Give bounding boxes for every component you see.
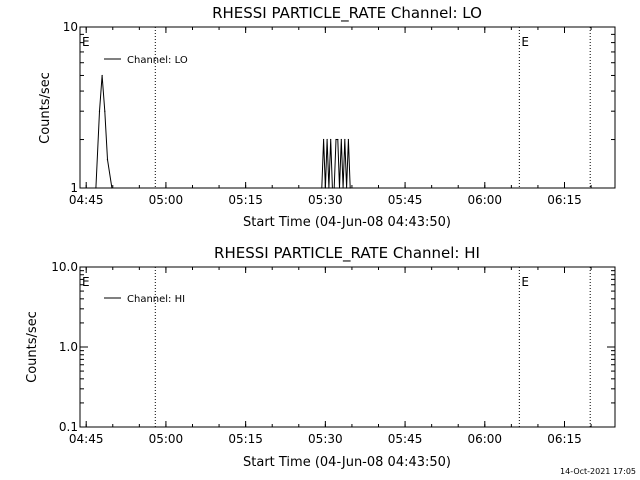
event-marker-label: E — [82, 35, 90, 49]
x-tick-label: 05:45 — [388, 432, 423, 446]
data-point — [349, 187, 351, 189]
chart-title: RHESSI PARTICLE_RATE Channel: LO — [212, 4, 482, 23]
data-point — [335, 138, 337, 141]
x-tick-label: 06:15 — [547, 193, 582, 207]
data-point — [342, 187, 344, 189]
x-tick-label: 04:45 — [69, 193, 104, 207]
data-point — [324, 187, 326, 189]
chart-title: RHESSI PARTICLE_RATE Channel: HI — [214, 244, 480, 263]
event-marker-label: E — [521, 35, 529, 49]
axis-ticks: 04:45 05:00 05:15 05:30 05:45 06:00 06:15 0.1 1.… — [51, 260, 615, 446]
data-point — [104, 110, 106, 112]
event-marker-label: E — [521, 275, 529, 289]
x-axis-label: Start Time (04-Jun-08 04:43:50) — [243, 455, 451, 470]
y-axis-label: Counts/sec — [25, 311, 40, 383]
data-point — [331, 187, 334, 189]
y-tick-label: 1 — [70, 181, 78, 195]
data-point — [98, 110, 101, 112]
footer-timestamp: 14-Oct-2021 17:05 — [560, 467, 636, 476]
x-tick-label: 05:30 — [308, 432, 343, 446]
x-tick-label: 05:00 — [149, 432, 184, 446]
x-tick-label: 05:30 — [308, 193, 343, 207]
y-tick-label: 10 — [63, 20, 78, 34]
x-tick-label: 06:00 — [467, 432, 502, 446]
y-tick-label: 1.0 — [59, 340, 78, 354]
y-tick-label: 0.1 — [59, 420, 78, 434]
data-point — [346, 187, 348, 189]
data-point — [330, 138, 332, 141]
series-line — [95, 75, 351, 189]
data-point — [106, 159, 109, 161]
data-point — [344, 138, 346, 141]
event-marker-label: E — [82, 275, 90, 289]
data-point — [111, 187, 113, 189]
data-point — [347, 138, 349, 141]
data-point — [328, 187, 330, 189]
x-tick-label: 06:15 — [547, 432, 582, 446]
data-point — [338, 187, 341, 189]
data-point — [326, 138, 328, 141]
x-tick-label: 05:15 — [228, 193, 263, 207]
x-tick-label: 04:45 — [69, 432, 104, 446]
x-tick-label: 05:45 — [388, 193, 423, 207]
x-axis-label: Start Time (04-Jun-08 04:43:50) — [243, 215, 451, 230]
data-point — [337, 138, 339, 141]
plot-frame — [79, 266, 616, 428]
data-point — [333, 187, 335, 189]
data-point — [95, 187, 97, 189]
legend: Channel: HI — [104, 294, 185, 305]
y-tick-label: 10.0 — [51, 260, 78, 274]
legend-label: Channel: HI — [127, 294, 185, 305]
plot-frame — [79, 26, 616, 189]
data-point — [322, 138, 325, 141]
lo-channel-panel: RHESSI PARTICLE_RATE Channel: LO Counts/… — [38, 4, 616, 230]
hi-channel-panel: RHESSI PARTICLE_RATE Channel: HI Counts/… — [25, 244, 616, 470]
data-point — [101, 74, 103, 77]
legend-label: Channel: LO — [127, 55, 188, 66]
y-axis-label: Counts/sec — [38, 72, 53, 144]
data-point — [340, 138, 342, 141]
x-tick-label: 06:00 — [467, 193, 502, 207]
x-tick-label: 05:15 — [228, 432, 263, 446]
legend: Channel: LO — [104, 55, 188, 66]
x-tick-label: 05:00 — [149, 193, 184, 207]
data-point — [321, 187, 323, 189]
